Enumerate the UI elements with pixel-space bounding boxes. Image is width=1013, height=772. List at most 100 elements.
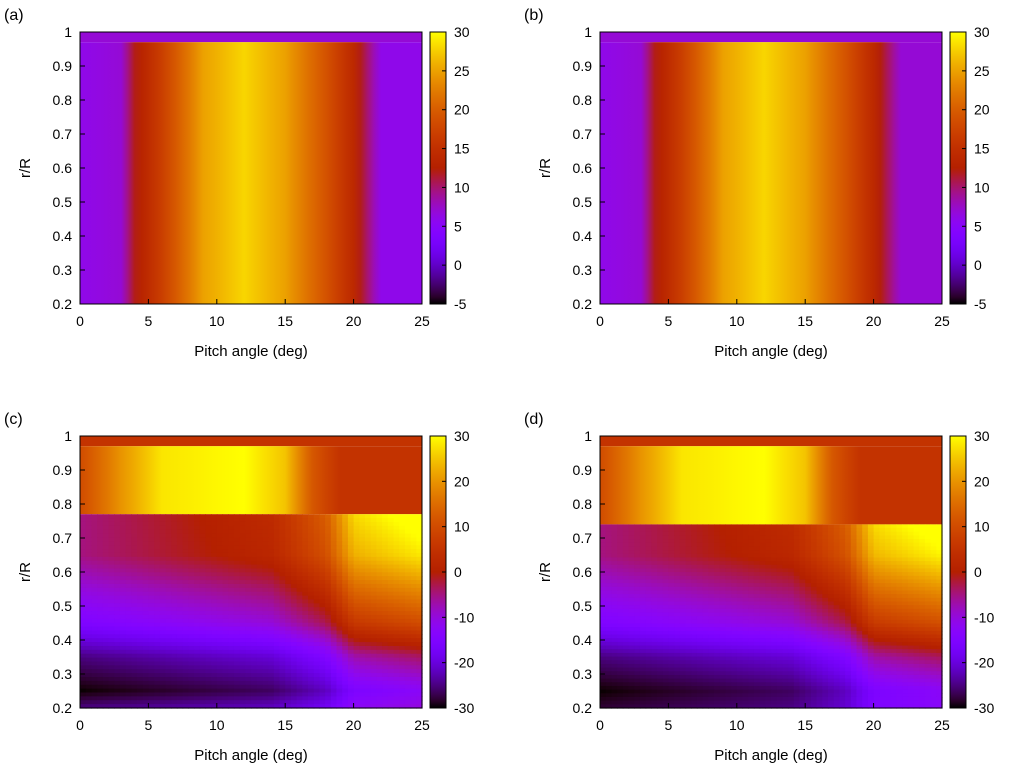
heatmap-cell	[765, 550, 772, 555]
heatmap-cell	[251, 680, 258, 686]
heatmap-cell	[233, 622, 241, 628]
heatmap-cell	[233, 642, 241, 647]
heatmap-cell	[605, 575, 612, 581]
heatmap-cell	[822, 546, 829, 551]
heatmap-cell	[313, 552, 320, 558]
heatmap-cell	[776, 542, 783, 548]
heatmap-cell	[765, 542, 772, 548]
heatmap-cell	[330, 537, 338, 542]
heatmap-cell	[228, 599, 235, 604]
heatmap-cell	[628, 590, 635, 595]
heatmap-cell	[268, 572, 275, 577]
heatmap-cell	[262, 704, 269, 709]
heatmap-cell	[856, 542, 863, 548]
heatmap-cell	[776, 594, 783, 599]
heatmap-cell	[399, 680, 406, 686]
heatmap-cell	[600, 630, 607, 636]
heatmap-cell	[194, 653, 201, 659]
heatmap-cell	[719, 583, 726, 588]
heatmap-cell	[674, 583, 681, 588]
heatmap-cell	[131, 591, 138, 597]
heatmap-cell	[256, 676, 263, 682]
heatmap-cell	[605, 542, 612, 548]
heatmap-cell	[85, 669, 92, 674]
heatmap-cell	[313, 622, 320, 628]
heatmap-cell	[902, 550, 909, 555]
heatmap-cell	[685, 546, 692, 551]
heatmap-cell	[268, 607, 275, 612]
heatmap-cell	[102, 556, 110, 562]
heatmap-cell	[936, 550, 943, 555]
heatmap-cell	[839, 528, 846, 533]
heatmap-cell	[856, 590, 863, 595]
heatmap-cell	[154, 568, 161, 573]
heatmap-cell	[347, 661, 355, 666]
heatmap-cell	[176, 537, 184, 542]
heatmap-cell	[885, 608, 892, 614]
heatmap-cell	[645, 553, 652, 559]
heatmap-cell	[194, 583, 201, 589]
heatmap-cell	[313, 514, 320, 519]
heatmap-cell	[382, 529, 389, 535]
heatmap-cell	[199, 642, 206, 647]
heatmap-cell	[611, 579, 618, 584]
heatmap-cell	[131, 607, 138, 612]
heatmap-cell	[708, 630, 715, 636]
heatmap-cell	[708, 575, 715, 581]
heatmap-cell	[347, 614, 355, 620]
heatmap-cell	[805, 605, 812, 610]
heatmap-cell	[799, 561, 806, 566]
heatmap-cell	[296, 572, 303, 577]
heatmap-cell	[924, 583, 932, 588]
heatmap-cell	[279, 576, 286, 581]
heatmap-cell	[233, 533, 241, 539]
heatmap-cell	[370, 634, 377, 639]
heatmap-cell	[154, 618, 161, 624]
heatmap-cell	[296, 556, 303, 562]
heatmap-cell	[736, 539, 744, 544]
heatmap-cell	[279, 560, 286, 566]
heatmap-cell	[679, 572, 687, 577]
heatmap-cell	[913, 597, 920, 603]
heatmap-cell	[930, 583, 937, 588]
heatmap-cell	[137, 661, 144, 666]
heatmap-cell	[404, 603, 412, 608]
heatmap-cell	[890, 539, 897, 544]
heatmap-cell	[273, 657, 281, 663]
heatmap-cell	[233, 564, 241, 570]
heatmap-cell	[393, 595, 400, 601]
heatmap-cell	[91, 696, 98, 701]
heatmap-cell	[605, 597, 612, 603]
heatmap-cell	[125, 525, 132, 531]
heatmap-cell	[205, 587, 212, 593]
heatmap-cell	[867, 627, 875, 632]
heatmap-cell	[776, 630, 783, 636]
heatmap-cell	[268, 545, 275, 550]
heatmap-cell	[805, 542, 812, 548]
heatmap-cell	[285, 626, 292, 632]
heatmap-cell	[268, 657, 275, 663]
heatmap-cell	[154, 634, 161, 639]
heatmap-cell	[387, 587, 395, 593]
heatmap-cell	[262, 595, 269, 601]
heatmap-cell	[285, 595, 292, 601]
heatmap-cell	[387, 645, 395, 651]
heatmap-cell	[171, 638, 178, 643]
heatmap-cell	[662, 564, 669, 570]
heatmap-cell	[251, 521, 258, 527]
heatmap-cell	[662, 623, 669, 628]
heatmap-cell	[182, 591, 189, 597]
heatmap-cell	[668, 586, 675, 592]
heatmap-cell	[188, 552, 195, 558]
heatmap-cell	[816, 608, 823, 614]
heatmap-cell	[862, 586, 869, 592]
heatmap-cell	[125, 545, 132, 550]
heatmap-cell	[742, 597, 749, 603]
heatmap-cell	[336, 692, 343, 697]
heatmap-cell	[731, 616, 738, 621]
heatmap-cell	[639, 586, 647, 592]
heatmap-cell	[731, 594, 738, 599]
heatmap-cell	[199, 599, 206, 604]
heatmap-cell	[228, 665, 235, 670]
heatmap-cell	[839, 535, 846, 540]
